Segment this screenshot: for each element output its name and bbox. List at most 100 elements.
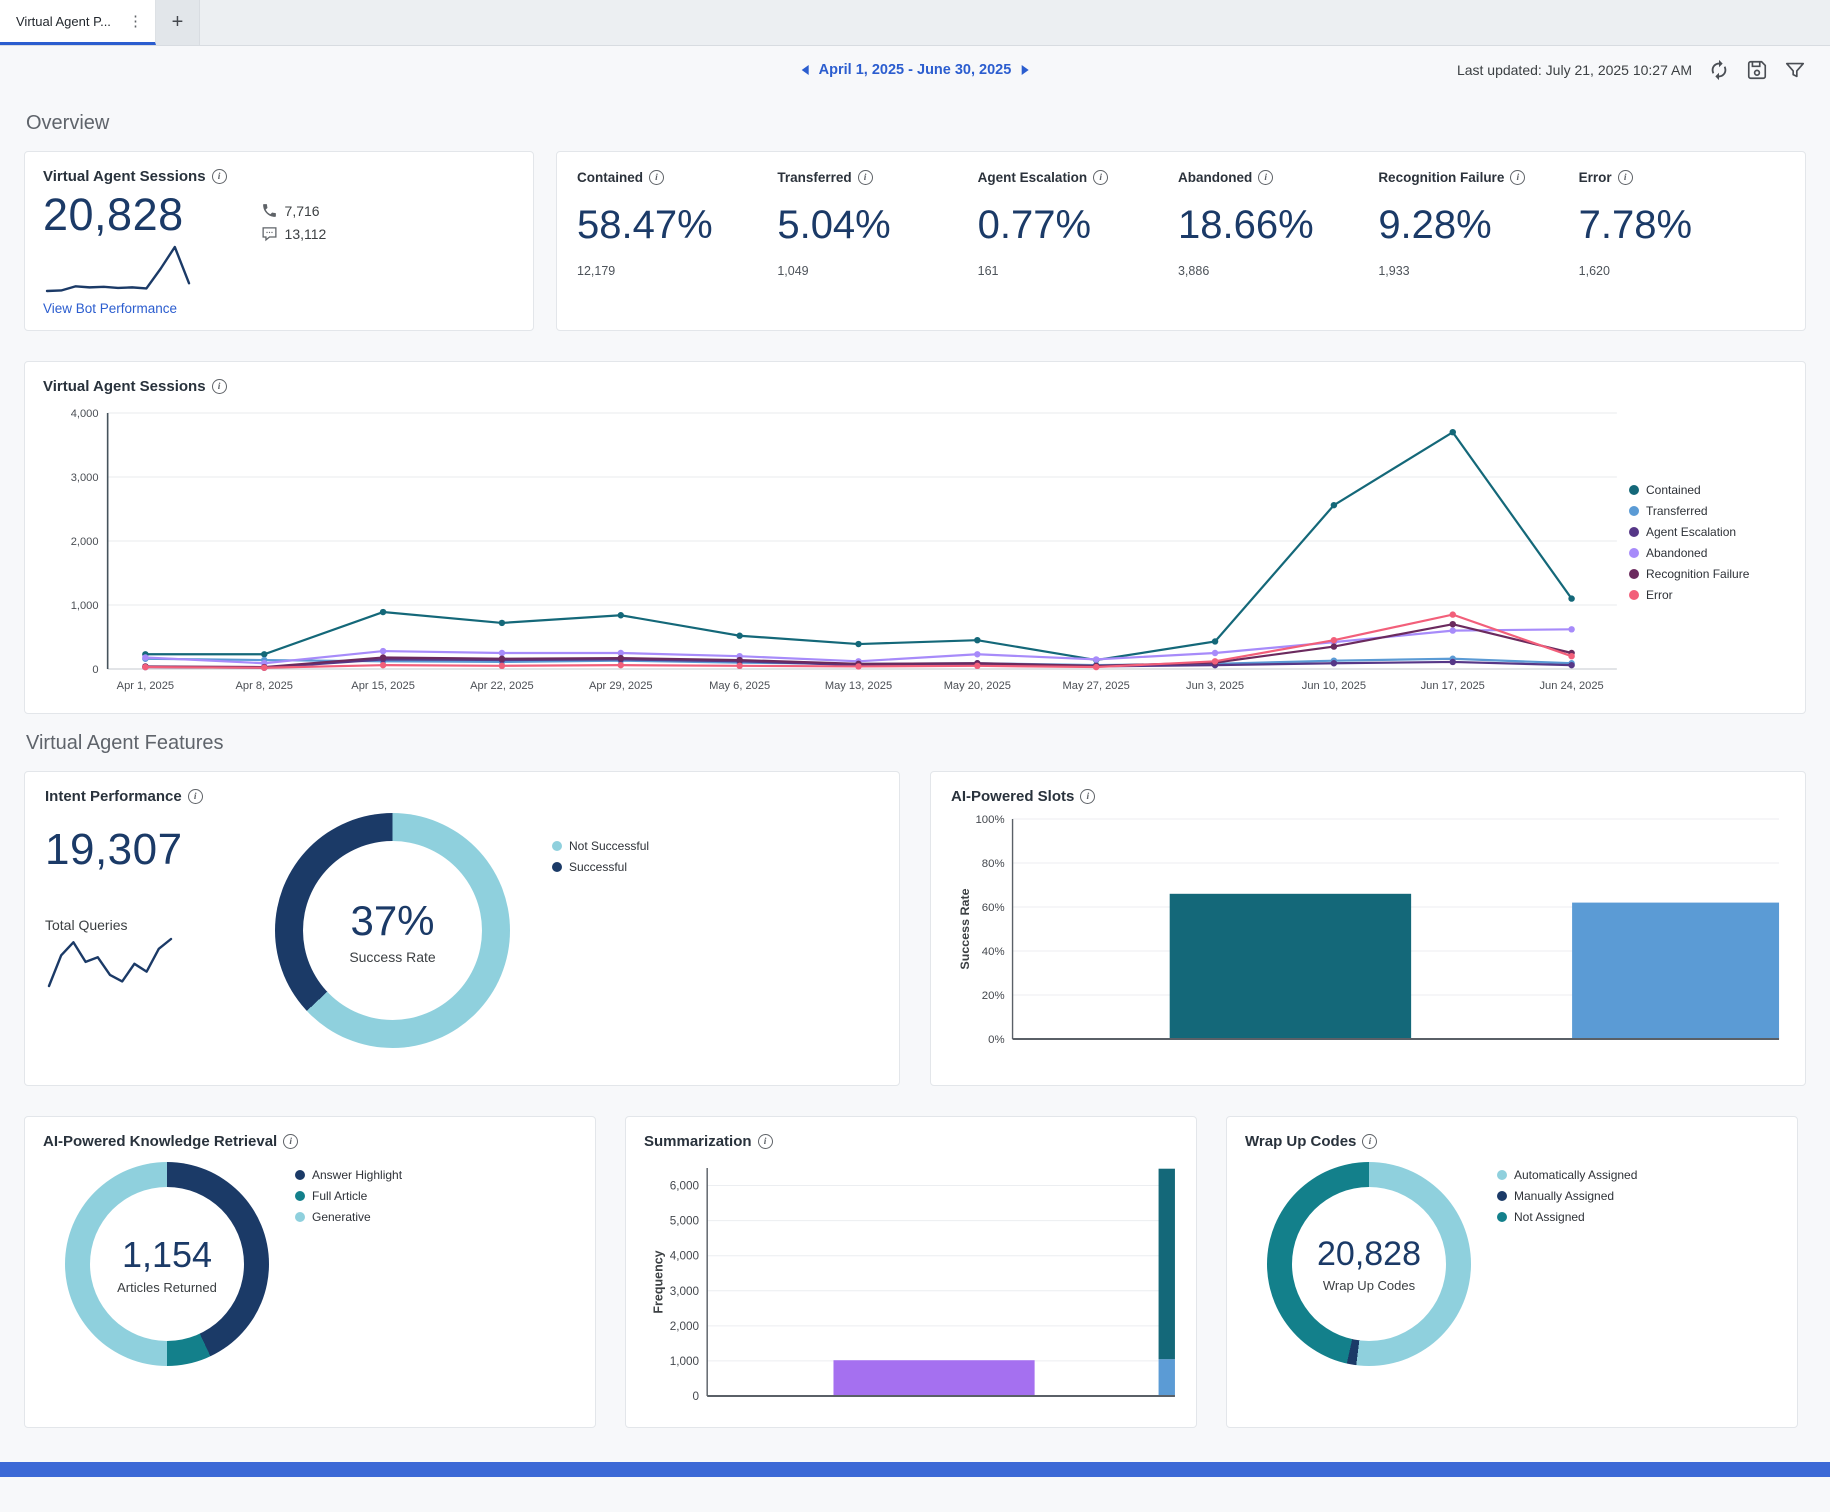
date-range-label[interactable]: April 1, 2025 - June 30, 2025: [818, 62, 1012, 78]
sessions-trend-legend: Contained Transferred Agent Escalation Aban…: [1629, 401, 1787, 703]
info-icon[interactable]: i: [1093, 170, 1109, 185]
svg-text:3,000: 3,000: [71, 472, 99, 484]
svg-text:Jun 24, 2025: Jun 24, 2025: [1539, 680, 1603, 692]
legend-item: Contained: [1629, 483, 1787, 497]
kpi-abandoned: Abandoned i 18.66% 3,886: [1178, 170, 1378, 316]
prev-period-arrow-icon[interactable]: [801, 65, 809, 75]
legend-dot-icon: [1629, 506, 1639, 516]
svg-text:1,000: 1,000: [670, 1355, 699, 1368]
info-icon[interactable]: i: [1080, 789, 1096, 804]
features-heading: Virtual Agent Features: [26, 732, 224, 754]
kpi-value: 58.47%: [577, 203, 713, 247]
ai-powered-slots-card: AI-Powered Slots i 0% 20% 40% 60% 80% 100% Suc…: [930, 771, 1806, 1086]
legend-dot-icon: [1629, 548, 1639, 558]
svg-text:Jun 17, 2025: Jun 17, 2025: [1421, 680, 1485, 692]
kpi-count: 1,620: [1578, 264, 1610, 278]
legend-item: Automatically Assigned: [1497, 1168, 1637, 1182]
info-icon[interactable]: i: [649, 170, 664, 185]
info-icon[interactable]: i: [1617, 170, 1633, 185]
phone-icon: [262, 204, 276, 217]
legend-dot-icon: [1497, 1212, 1507, 1222]
sessions-trend-chart: 0 1,000 2,000 3,000 4,000 Apr 1, 2025 Apr 8, 2…: [71, 408, 1617, 692]
svg-text:5,000: 5,000: [670, 1215, 699, 1228]
info-icon[interactable]: i: [187, 789, 203, 804]
svg-text:4,000: 4,000: [71, 408, 99, 420]
wrap-up-codes-label: Wrap Up Codes: [1322, 1278, 1416, 1293]
legend-item: Not Successful: [552, 839, 649, 853]
svg-text:0: 0: [92, 664, 98, 676]
legend-dot-icon: [1497, 1170, 1507, 1180]
info-icon[interactable]: i: [1258, 170, 1274, 185]
legend-item: Manually Assigned: [1497, 1189, 1637, 1203]
legend-item: Recognition Failure: [1629, 567, 1787, 581]
intent-performance-card: Intent Performance i 19,307 Total Querie…: [24, 771, 900, 1086]
view-bot-performance-link[interactable]: View Bot Performance: [43, 301, 178, 316]
svg-text:Success Rate: Success Rate: [958, 888, 972, 969]
filter-icon[interactable]: [1784, 59, 1806, 81]
legend-dot-icon: [552, 841, 562, 851]
svg-text:80%: 80%: [982, 858, 1005, 870]
info-icon[interactable]: i: [757, 1134, 773, 1149]
legend-item: Answer Highlight: [295, 1168, 402, 1182]
legend-dot-icon: [295, 1170, 305, 1180]
dashboard-header: April 1, 2025 - June 30, 2025 Last updat…: [24, 46, 1806, 94]
chat-sessions-count: 13,112: [284, 225, 327, 242]
svg-text:Apr 15, 2025: Apr 15, 2025: [351, 680, 415, 692]
save-icon[interactable]: [1746, 59, 1768, 81]
legend-item: Generative: [295, 1210, 402, 1224]
sessions-sparkline: [45, 245, 191, 293]
svg-text:1,000: 1,000: [71, 600, 99, 612]
legend-dot-icon: [1629, 569, 1639, 579]
plus-icon: +: [171, 11, 184, 33]
wrap-up-donut: 20,828 Wrap Up Codes: [1267, 1162, 1471, 1366]
kpi-recognition-failure: Recognition Failure i 9.28% 1,933: [1378, 170, 1578, 316]
tab-bar: Virtual Agent P... ⋮ +: [0, 0, 1830, 46]
legend-item: Not Assigned: [1497, 1210, 1637, 1224]
add-tab-button[interactable]: +: [156, 0, 200, 45]
svg-text:Jun 10, 2025: Jun 10, 2025: [1302, 680, 1366, 692]
info-icon[interactable]: i: [857, 170, 873, 185]
kpi-count: 1,933: [1378, 264, 1410, 278]
articles-returned-value: 1,154: [121, 1233, 213, 1275]
svg-text:Apr 8, 2025: Apr 8, 2025: [236, 680, 293, 692]
sessions-trend-card: Virtual Agent Sessions i 0 1,000 2,000 3,00…: [24, 361, 1806, 714]
legend-item: Transferred: [1629, 504, 1787, 518]
svg-text:2,000: 2,000: [71, 536, 99, 548]
kpi-agent-escalation: Agent Escalation i 0.77% 161: [978, 170, 1178, 316]
svg-text:0: 0: [693, 1390, 700, 1403]
bottom-blue-bar: [0, 1462, 1830, 1477]
ai-powered-slots-title: AI-Powered Slots: [951, 788, 1075, 805]
tab-label: Virtual Agent P...: [16, 13, 111, 29]
info-icon[interactable]: i: [1510, 170, 1526, 185]
info-icon[interactable]: i: [1362, 1134, 1378, 1149]
legend-dot-icon: [1629, 590, 1639, 600]
wrap-up-codes-value: 20,828: [1317, 1235, 1421, 1273]
next-period-arrow-icon[interactable]: [1021, 65, 1029, 75]
overview-heading: Overview: [26, 112, 110, 134]
voice-sessions-count: 7,716: [284, 202, 320, 219]
total-queries-value: 19,307: [45, 825, 183, 874]
refresh-icon[interactable]: [1708, 59, 1730, 81]
svg-text:60%: 60%: [982, 902, 1005, 914]
svg-text:Frequency: Frequency: [651, 1250, 665, 1313]
legend-dot-icon: [1629, 527, 1639, 537]
knowledge-retrieval-card: AI-Powered Knowledge Retrieval i 1,154 A…: [24, 1116, 596, 1428]
kpi-contained: Contained i 58.47% 12,179: [577, 170, 777, 316]
last-updated-label: Last updated: July 21, 2025 10:27 AM: [1456, 62, 1692, 78]
svg-text:3,000: 3,000: [670, 1285, 699, 1298]
tab-menu-icon[interactable]: ⋮: [128, 13, 143, 30]
svg-text:100%: 100%: [975, 814, 1004, 826]
legend-item: Error: [1629, 588, 1787, 602]
svg-text:20%: 20%: [982, 990, 1005, 1002]
info-icon[interactable]: i: [283, 1134, 299, 1149]
tab-virtual-agent-performance[interactable]: Virtual Agent P... ⋮: [0, 0, 156, 45]
svg-text:May 20, 2025: May 20, 2025: [944, 680, 1011, 692]
outcome-kpi-card: Contained i 58.47% 12,179 Transferred i 5.…: [556, 151, 1806, 331]
legend-item: Agent Escalation: [1629, 525, 1787, 539]
info-icon[interactable]: i: [211, 169, 227, 184]
legend-dot-icon: [1629, 485, 1639, 495]
info-icon[interactable]: i: [211, 379, 227, 394]
svg-text:Jun 3, 2025: Jun 3, 2025: [1186, 680, 1244, 692]
svg-text:May 6, 2025: May 6, 2025: [709, 680, 770, 692]
intent-performance-title: Intent Performance: [45, 788, 182, 805]
